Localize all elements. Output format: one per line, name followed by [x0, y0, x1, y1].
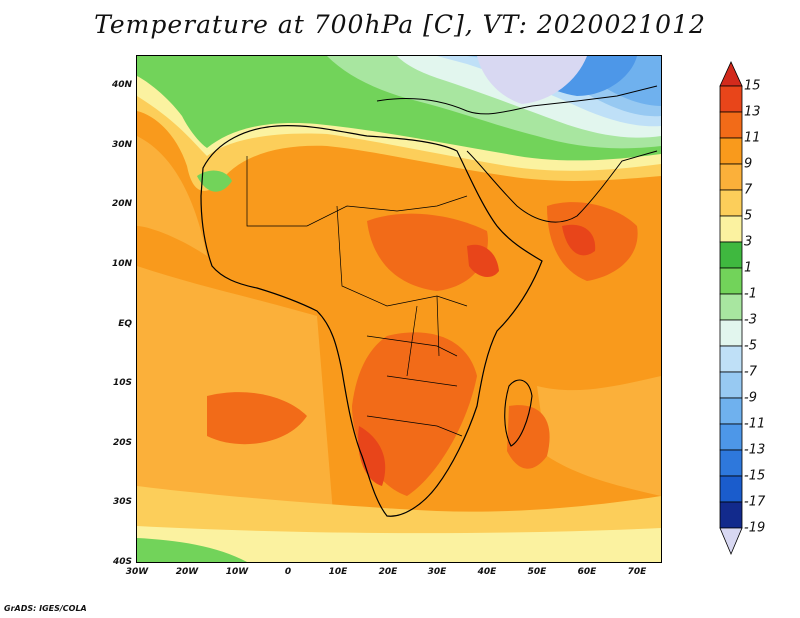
colorbar-box — [719, 85, 743, 113]
border-sahara — [246, 156, 468, 227]
colorbar-label: 9 — [744, 156, 753, 172]
colorbar-label: 1 — [744, 260, 753, 276]
colorbar-box — [719, 137, 743, 165]
field-13-15-namibia — [358, 426, 386, 486]
colorbar-label: 7 — [744, 182, 753, 198]
colorbar-box — [719, 345, 743, 373]
colorbar-label: 13 — [744, 104, 761, 120]
europe-coastline — [376, 85, 658, 115]
colorbar-label: -7 — [744, 364, 757, 380]
field-3-5-south — [137, 526, 661, 562]
field-13-15-ethiopia — [467, 244, 499, 278]
colorbar-box — [719, 111, 743, 139]
lat-label: 40S — [112, 557, 132, 567]
field-below-19 — [477, 56, 587, 104]
lon-label: 70E — [627, 567, 647, 577]
lon-label: 10W — [225, 567, 249, 577]
field-11-13-south-atlantic — [207, 392, 307, 445]
footer-credit: GrADS: IGES/COLA — [4, 604, 87, 613]
colorbar-bottom-arrow — [719, 527, 743, 556]
lon-label: 10E — [328, 567, 348, 577]
temperature-map — [136, 55, 662, 563]
colorbar-box — [719, 241, 743, 269]
colorbar-box — [719, 215, 743, 243]
lon-label: 50E — [527, 567, 547, 577]
colorbar-label: -19 — [744, 520, 766, 536]
colorbar-box — [719, 319, 743, 347]
madagascar-coastline — [504, 379, 533, 447]
lat-label: 30N — [111, 140, 132, 150]
colorbar-top-arrow — [719, 61, 743, 87]
colorbar-label: -9 — [744, 390, 757, 406]
africa-coastline — [200, 125, 543, 517]
border-east — [406, 295, 440, 377]
colorbar-label: 5 — [744, 208, 753, 224]
field-13-15-arabian-sea — [562, 224, 596, 256]
lat-label: EQ — [118, 319, 132, 329]
lon-label: 40E — [477, 567, 497, 577]
colorbar-box — [719, 423, 743, 451]
colorbar-label: -3 — [744, 312, 757, 328]
colorbar-label: -17 — [744, 494, 766, 510]
colorbar-box — [719, 397, 743, 425]
border-south — [366, 335, 463, 437]
colorbar-label: -15 — [744, 468, 766, 484]
colorbar-box — [719, 189, 743, 217]
colorbar-box — [719, 163, 743, 191]
lat-label: 30S — [112, 497, 132, 507]
lat-label: 20N — [111, 199, 132, 209]
colorbar-label: -13 — [744, 442, 766, 458]
lon-label: 60E — [577, 567, 597, 577]
lon-label: 30E — [427, 567, 447, 577]
lat-label: 20S — [112, 438, 132, 448]
field-green-southwest — [137, 538, 247, 562]
colorbar-box — [719, 475, 743, 503]
lat-label: 10N — [111, 259, 132, 269]
colorbar-box — [719, 371, 743, 399]
lat-label: 10S — [112, 378, 132, 388]
lon-label: 0 — [284, 567, 292, 577]
colorbar-label: -5 — [744, 338, 757, 354]
colorbar-box — [719, 293, 743, 321]
map-canvas — [137, 56, 661, 562]
colorbar-label: 11 — [744, 130, 761, 146]
colorbar-box — [719, 267, 743, 295]
lon-label: 20E — [378, 567, 398, 577]
chart-title: Temperature at 700hPa [C], VT: 202002101… — [94, 10, 706, 39]
colorbar-label: -11 — [744, 416, 766, 432]
field-7-9-indian — [537, 376, 661, 496]
lat-label: 40N — [111, 80, 132, 90]
arabia-coastline — [466, 150, 658, 223]
colorbar-box — [719, 501, 743, 529]
colorbar-label: 3 — [744, 234, 753, 250]
lon-label: 20W — [175, 567, 199, 577]
field-green-atlas — [197, 170, 232, 192]
colorbar-box — [719, 449, 743, 477]
colorbar — [719, 61, 743, 556]
field-11-13-sahel — [367, 213, 488, 291]
colorbar-label: -1 — [744, 286, 757, 302]
lon-label: 30W — [125, 567, 149, 577]
border-central — [336, 205, 468, 307]
field-7-9-atlantic-north — [137, 136, 207, 256]
field-11-13-madagascar — [507, 405, 550, 469]
colorbar-label: 15 — [744, 78, 761, 94]
